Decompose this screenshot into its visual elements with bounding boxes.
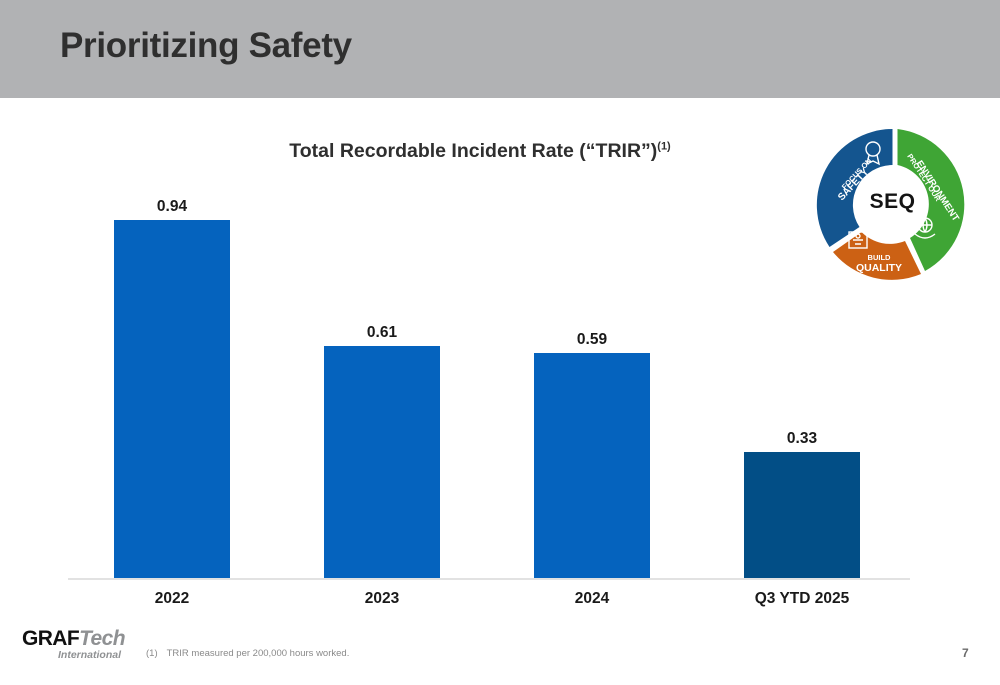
slide-body: Total Recordable Incident Rate (“TRIR”)(… — [0, 98, 1000, 685]
seq-segment-safety-icon — [816, 129, 893, 247]
bar-rect-2022 — [114, 220, 230, 578]
bar-rect-q3-ytd-2025 — [744, 452, 860, 578]
graftech-wordmark: GRAFTech — [22, 627, 126, 650]
footnote-marker: (1) — [146, 648, 158, 659]
bar-rect-2023 — [324, 346, 440, 578]
seq-segment-environment-icon — [897, 129, 965, 271]
category-label-q3-ytd-2025: Q3 YTD 2025 — [754, 590, 850, 607]
seq-logo: FOCUS ON SAFETY PROTECT OUR ENVIRONMENT … — [815, 120, 970, 300]
category-label-2022: 2022 — [154, 590, 190, 607]
graftech-logo-secondary: Tech — [79, 627, 125, 650]
safety-badge-icon — [865, 141, 881, 166]
bar-value-q3-ytd-2025: 0.33 — [786, 430, 818, 447]
chart-axis-line — [68, 578, 910, 580]
graftech-logo-primary: GRAF — [22, 627, 80, 650]
bar-value-2024: 0.59 — [576, 331, 608, 348]
category-label-2024: 2024 — [574, 590, 610, 607]
svg-text:QUALITY: QUALITY — [856, 262, 902, 274]
bar-q3-ytd-2025[interactable]: 0.33 — [744, 408, 860, 578]
graftech-logo: GRAFTech International — [22, 628, 134, 668]
hand-globe-icon — [914, 217, 936, 239]
page-number: 7 — [962, 646, 969, 660]
category-label-2023: 2023 — [364, 590, 400, 607]
slide-header-band — [0, 0, 1000, 98]
chart-title-text: Total Recordable Incident Rate (“TRIR”) — [289, 140, 658, 162]
seq-center-label: SEQ — [869, 190, 916, 213]
bar-value-2023: 0.61 — [366, 324, 398, 341]
graftech-logo-tagline: International — [58, 649, 122, 661]
chart-title: Total Recordable Incident Rate (“TRIR”)(… — [0, 140, 960, 163]
bar-value-2022: 0.94 — [156, 198, 188, 215]
chart-plot-area: 0.94 0.61 0.59 0.33 2022 2023 2024 Q3 YT… — [68, 98, 910, 685]
chart-title-footnote-marker: (1) — [657, 140, 671, 153]
bar-rect-2024 — [534, 353, 650, 578]
bar-2024[interactable]: 0.59 — [534, 306, 650, 578]
footnote-text: TRIR measured per 200,000 hours worked. — [166, 648, 350, 659]
footnote: (1) TRIR measured per 200,000 hours worke… — [146, 648, 349, 659]
bar-2022[interactable]: 0.94 — [114, 178, 230, 578]
bar-2023[interactable]: 0.61 — [324, 298, 440, 578]
svg-text:BUILD: BUILD — [868, 253, 891, 262]
seq-label-quality: BUILD QUALITY — [856, 253, 902, 274]
page-title: Prioritizing Safety — [60, 26, 352, 65]
quality-certificate-icon — [848, 231, 868, 249]
